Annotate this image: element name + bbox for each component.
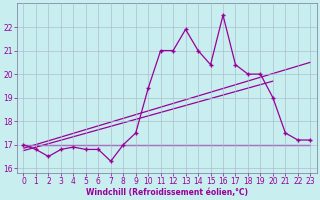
X-axis label: Windchill (Refroidissement éolien,°C): Windchill (Refroidissement éolien,°C) <box>86 188 248 197</box>
